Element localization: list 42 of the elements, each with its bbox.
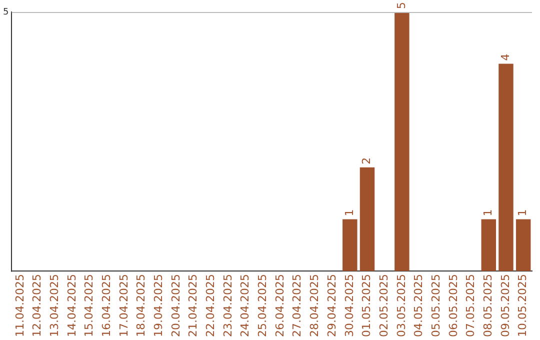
x-tick-label: 17.04.2025 bbox=[117, 274, 130, 338]
x-tick-label: 27.04.2025 bbox=[290, 274, 304, 338]
x-tick-label: 04.05.2025 bbox=[412, 274, 426, 338]
data-label: 1 bbox=[482, 209, 495, 216]
x-tick-label: 23.04.2025 bbox=[221, 274, 234, 338]
bar bbox=[360, 167, 375, 272]
x-tick-label: 02.05.2025 bbox=[377, 274, 390, 338]
x-tick-label: 01.05.2025 bbox=[360, 274, 374, 338]
bar bbox=[516, 219, 531, 272]
data-label: 1 bbox=[516, 209, 530, 216]
bar bbox=[481, 219, 496, 272]
x-tick-label: 18.04.2025 bbox=[134, 274, 148, 338]
x-tick-label: 09.05.2025 bbox=[498, 274, 512, 338]
x-tick-label: 29.04.2025 bbox=[325, 274, 338, 338]
x-tick-label: 13.04.2025 bbox=[48, 274, 61, 338]
x-tick-label: 25.04.2025 bbox=[256, 274, 270, 338]
x-tick-label: 06.05.2025 bbox=[446, 274, 460, 338]
x-tick-label: 28.04.2025 bbox=[308, 274, 322, 338]
x-tick-label: 11.04.2025 bbox=[13, 274, 26, 338]
x-tick-label: 05.05.2025 bbox=[429, 274, 442, 338]
x-tick-label: 26.04.2025 bbox=[273, 274, 286, 338]
x-tick-label: 12.04.2025 bbox=[30, 274, 44, 338]
bar bbox=[342, 219, 358, 272]
data-label: 4 bbox=[498, 54, 512, 61]
bar bbox=[394, 12, 410, 272]
x-tick-label: 16.04.2025 bbox=[100, 274, 113, 338]
x-tick-label: 22.04.2025 bbox=[204, 274, 218, 338]
data-label: 5 bbox=[394, 2, 408, 9]
x-tick-label: 10.05.2025 bbox=[516, 274, 530, 338]
x-tick-label: 08.05.2025 bbox=[482, 274, 495, 338]
x-tick-label: 07.05.2025 bbox=[464, 274, 478, 338]
data-label: 1 bbox=[342, 209, 356, 216]
x-tick-label: 21.04.2025 bbox=[186, 274, 200, 338]
x-tick-label: 20.04.2025 bbox=[169, 274, 182, 338]
data-label: 2 bbox=[360, 157, 374, 164]
x-tick-label: 15.04.2025 bbox=[82, 274, 96, 338]
x-tick-label: 03.05.2025 bbox=[394, 274, 408, 338]
x-tick-label: 19.04.2025 bbox=[152, 274, 165, 338]
bar bbox=[498, 64, 514, 272]
x-tick-label: 24.04.2025 bbox=[238, 274, 252, 338]
x-tick-label: 30.04.2025 bbox=[342, 274, 356, 338]
x-tick-label: 14.04.2025 bbox=[65, 274, 78, 338]
